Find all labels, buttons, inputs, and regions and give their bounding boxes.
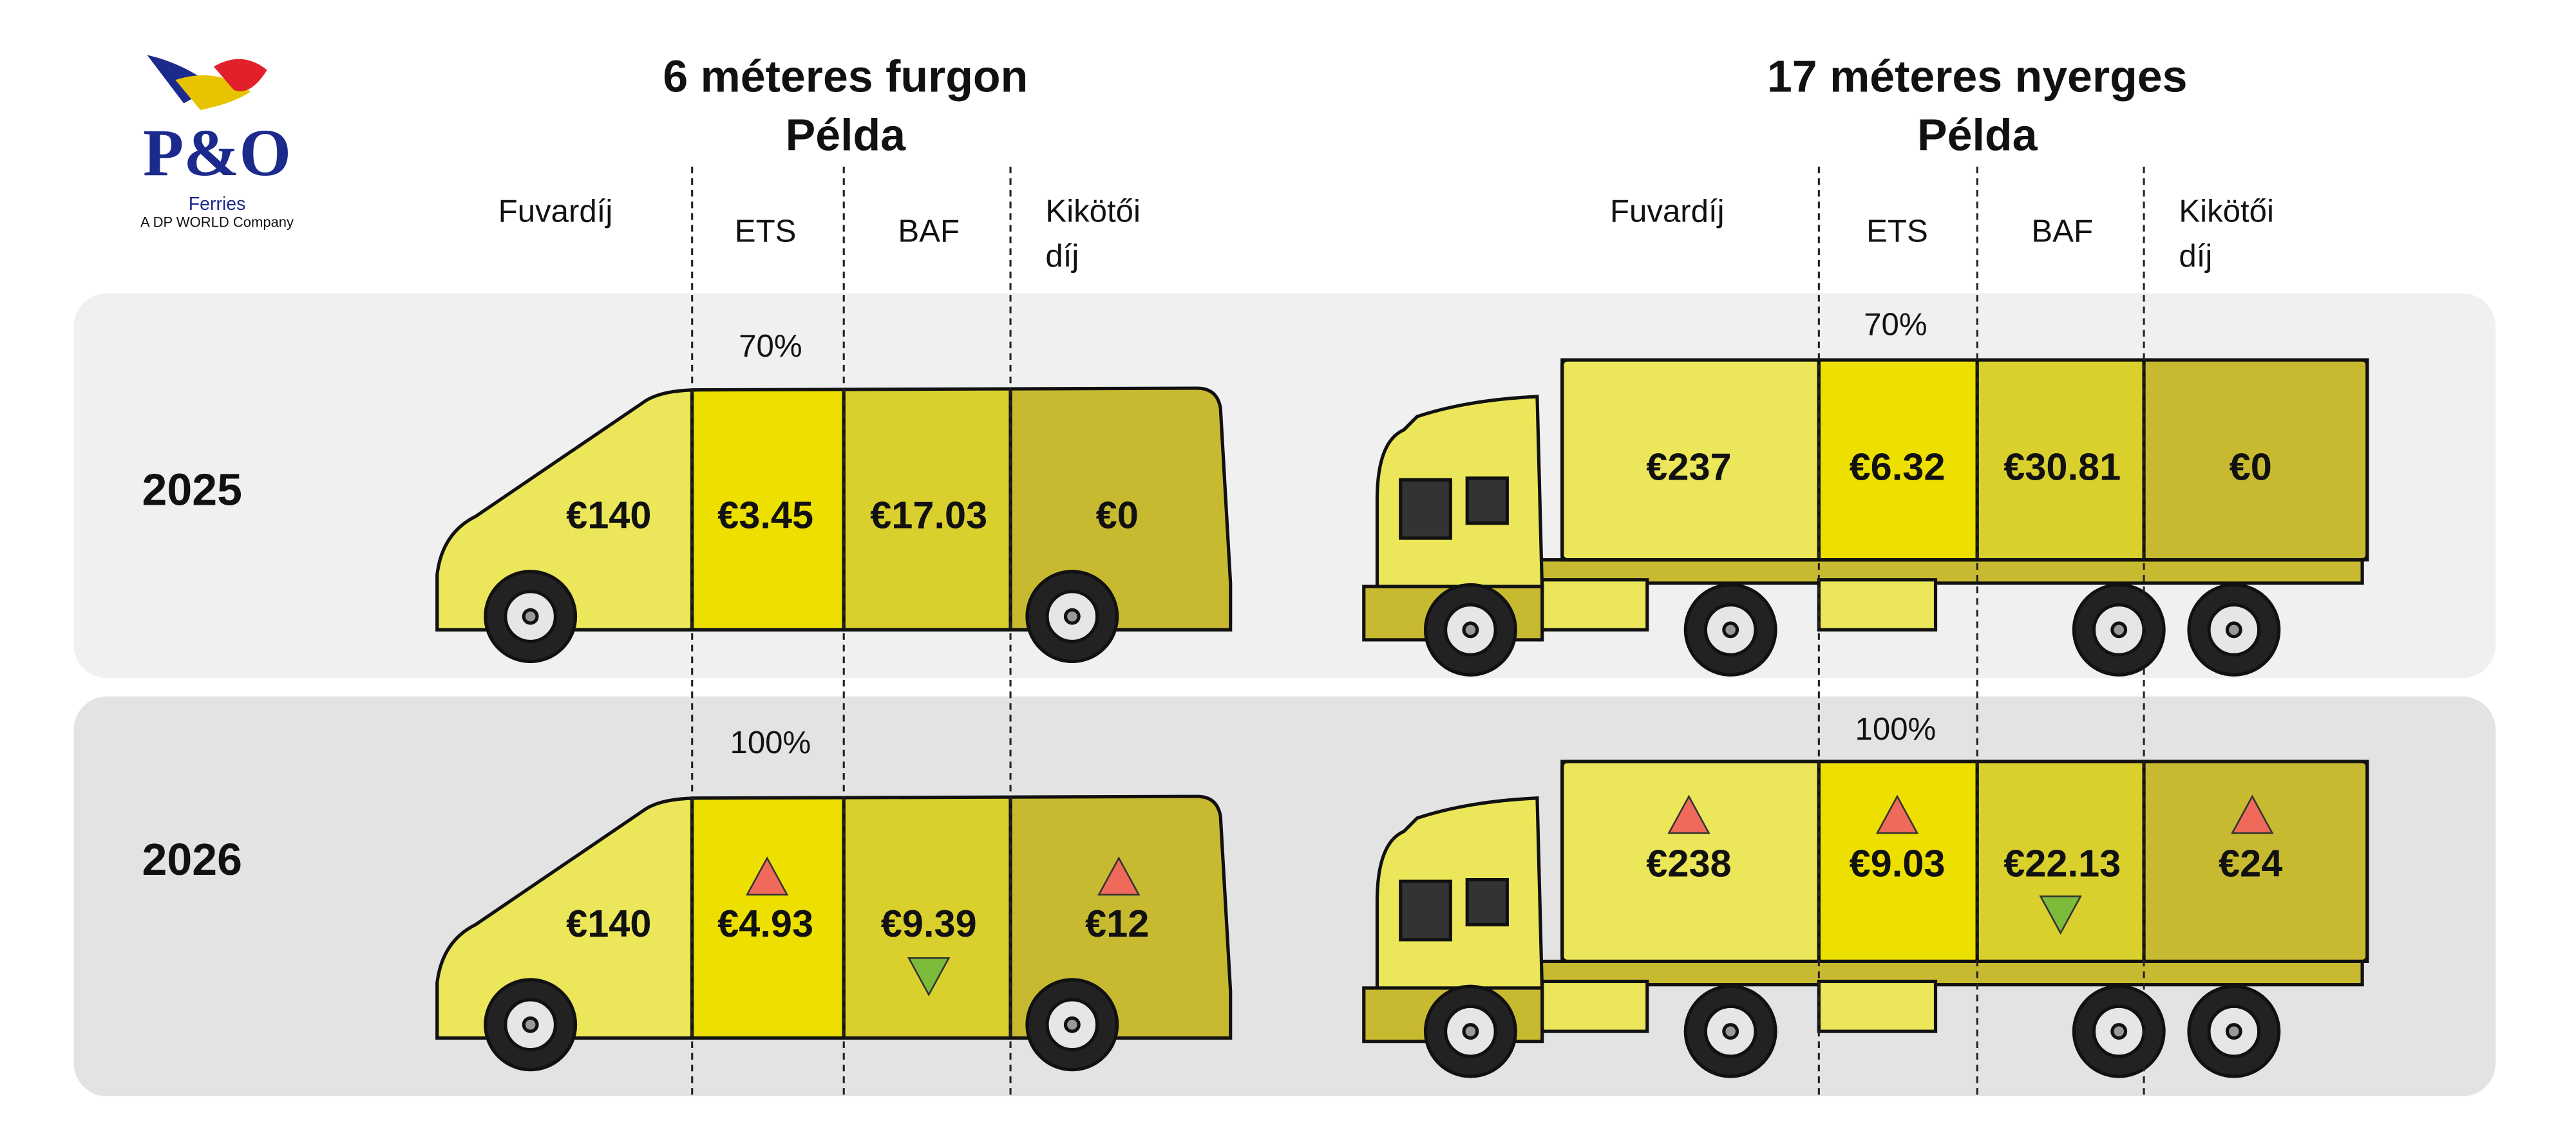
cost-value: €9.39 xyxy=(881,902,977,945)
cost-value: €3.45 xyxy=(717,494,813,537)
column-header: díj xyxy=(1045,238,1079,274)
cost-value: €237 xyxy=(1646,445,1731,489)
increase-icon xyxy=(1097,856,1141,896)
cost-value: €140 xyxy=(566,494,651,537)
box xyxy=(1817,979,1938,1033)
hub-center xyxy=(2225,621,2242,639)
decrease-icon xyxy=(2039,895,2082,935)
window xyxy=(1465,878,1509,927)
column-header: ETS xyxy=(1866,213,1928,248)
window xyxy=(1399,478,1452,540)
cost-value: €6.32 xyxy=(1850,445,1946,489)
column-header: Kikötői xyxy=(1045,193,1141,229)
column-header: ETS xyxy=(735,213,797,248)
cost-value: €30.81 xyxy=(2003,445,2121,489)
section-title: 6 méteres furgon xyxy=(663,52,1028,102)
hub-center xyxy=(1722,621,1739,639)
cost-value: €4.93 xyxy=(717,902,813,945)
hub-center xyxy=(522,1016,539,1033)
column-header: BAF xyxy=(2031,213,2093,248)
hub-center xyxy=(2110,1023,2128,1040)
hub-center xyxy=(1462,1023,1479,1040)
cost-value: €0 xyxy=(1096,494,1139,537)
segment xyxy=(2142,760,2369,963)
cost-value: €238 xyxy=(1646,842,1731,885)
increase-icon xyxy=(1875,794,1919,834)
column-header: Fuvardíj xyxy=(1610,193,1725,229)
ets-share: 70% xyxy=(1864,306,1927,342)
hub-center xyxy=(522,608,539,625)
tank xyxy=(1540,979,1649,1033)
ets-share: 100% xyxy=(730,725,811,760)
cost-value: €24 xyxy=(2219,842,2282,885)
cost-value: €0 xyxy=(2230,445,2272,489)
cost-value: €9.03 xyxy=(1850,842,1946,885)
increase-icon xyxy=(745,856,789,896)
section-subtitle: Példa xyxy=(1917,109,2038,160)
hub-center xyxy=(1462,621,1479,639)
van-outline xyxy=(435,794,1233,1040)
segment xyxy=(1560,358,1821,562)
vehicle xyxy=(1362,760,2369,1078)
segment xyxy=(1817,358,1979,562)
increase-icon xyxy=(1667,794,1710,834)
hub-center xyxy=(2225,1023,2242,1040)
hub-center xyxy=(1063,1016,1081,1033)
box xyxy=(1817,578,1938,632)
van-outline xyxy=(435,386,1233,632)
window xyxy=(1465,476,1509,525)
trailer-outline xyxy=(1560,358,2369,562)
vehicle xyxy=(1362,358,2369,677)
trailer-outline xyxy=(1560,760,2369,963)
decrease-icon xyxy=(907,957,951,997)
year: 2026 xyxy=(142,834,242,885)
tank xyxy=(1540,578,1649,632)
cost-value: €22.13 xyxy=(2003,842,2121,885)
logo-brand: P&O xyxy=(143,117,291,190)
cost-value: €17.03 xyxy=(870,494,987,537)
logo: P&O Ferries A DP WORLD Company xyxy=(140,55,294,230)
column-header: díj xyxy=(2179,238,2212,274)
hub-center xyxy=(1722,1023,1739,1040)
ets-share: 100% xyxy=(1855,711,1937,747)
hub-center xyxy=(1063,608,1081,625)
section-subtitle: Példa xyxy=(786,109,907,160)
logo-name: Ferries xyxy=(189,194,246,214)
segment xyxy=(2142,358,2369,562)
window xyxy=(1399,879,1452,942)
increase-icon xyxy=(2231,794,2274,834)
cab xyxy=(1375,796,1544,995)
cab xyxy=(1375,395,1544,594)
column-header: Kikötői xyxy=(2179,193,2274,229)
logo-tagline: A DP WORLD Company xyxy=(140,214,294,230)
column-header: Fuvardíj xyxy=(498,193,613,229)
year: 2025 xyxy=(142,465,242,515)
cost-value: €140 xyxy=(566,902,651,945)
cost-value: €12 xyxy=(1085,902,1149,945)
ets-share: 70% xyxy=(739,328,802,364)
hub-center xyxy=(2110,621,2128,639)
section-title: 17 méteres nyerges xyxy=(1767,52,2188,102)
column-header: BAF xyxy=(898,213,960,248)
